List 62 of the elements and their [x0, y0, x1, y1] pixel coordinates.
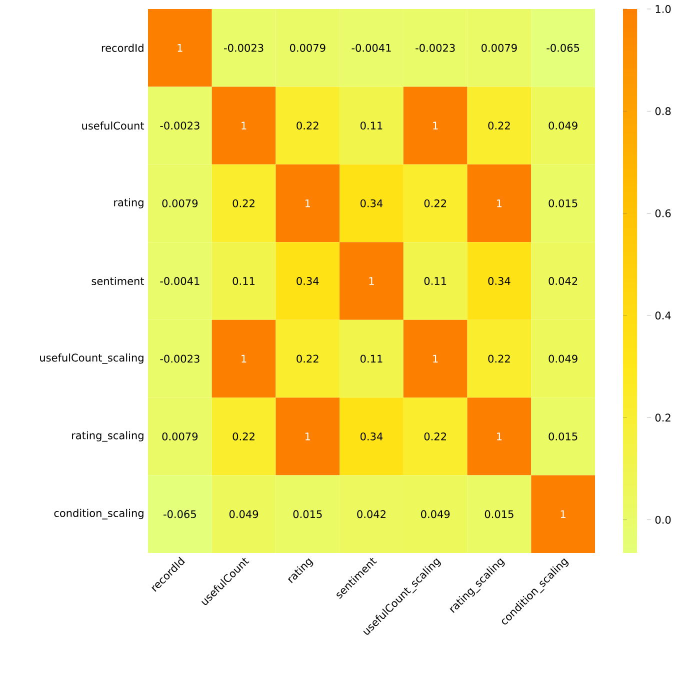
- data-label: 0.042: [357, 510, 386, 518]
- data-label: 1: [433, 354, 438, 363]
- data-label: 1: [560, 510, 566, 518]
- data-label: -0.0023: [160, 122, 200, 130]
- data-label: 0.049: [229, 510, 258, 518]
- data-label: 1: [178, 44, 182, 52]
- data-label: 0.0079: [290, 44, 326, 52]
- data-label: 0.049: [548, 122, 578, 130]
- data-label: 0.0079: [482, 44, 517, 52]
- color-bar-label: 0.2: [655, 414, 670, 422]
- data-label: -0.0041: [160, 277, 200, 285]
- data-label: 1: [305, 199, 310, 208]
- data-label: -0.065: [164, 510, 196, 518]
- data-label: 1: [242, 354, 246, 363]
- color-bar-label: 0.4: [655, 312, 671, 320]
- data-label: -0.0023: [416, 44, 455, 52]
- data-label: 0.015: [548, 432, 578, 440]
- data-label: 0.049: [548, 354, 578, 363]
- data-label: -0.0041: [352, 44, 391, 52]
- data-label: 0.015: [548, 199, 578, 208]
- data-label: 0.34: [360, 199, 383, 208]
- data-label: -0.065: [546, 44, 580, 52]
- data-label: 0.11: [424, 277, 446, 285]
- y-tick-label: usefulCount_scaling: [40, 354, 144, 364]
- data-label: 0.049: [421, 510, 450, 518]
- y-tick-label: condition_scaling: [54, 508, 144, 520]
- y-tick-label: rating: [114, 198, 144, 208]
- color-bar-label: 0.6: [655, 209, 671, 218]
- data-label: 1: [497, 199, 502, 208]
- data-label: 0.34: [296, 277, 319, 285]
- data-label: 1: [433, 122, 438, 130]
- data-label: 0.34: [488, 277, 510, 285]
- data-label: 0.015: [484, 510, 514, 518]
- data-label: 1: [242, 122, 246, 130]
- data-label: 0.22: [296, 354, 318, 363]
- data-label: 0.015: [293, 510, 322, 518]
- data-label: 0.22: [232, 199, 254, 208]
- data-label: 0.11: [360, 354, 382, 363]
- data-label: 0.22: [296, 122, 318, 130]
- data-label: 1: [305, 432, 310, 440]
- data-label: 0.0079: [162, 432, 198, 440]
- data-label: 1: [497, 432, 502, 440]
- data-label: -0.0023: [224, 44, 264, 52]
- y-tick-label: usefulCount: [82, 122, 144, 130]
- data-label: 0.042: [548, 277, 578, 285]
- data-label: 0.11: [360, 122, 382, 130]
- data-label: 0.22: [232, 432, 254, 440]
- color-bar-label: 0.0: [655, 516, 671, 524]
- data-label: 0.22: [424, 199, 446, 208]
- data-label: 0.0079: [162, 199, 198, 208]
- data-label: -0.0023: [160, 354, 200, 363]
- data-label: 0.22: [424, 432, 446, 440]
- data-label: 0.22: [488, 122, 510, 130]
- color-bar-label: 1.0: [656, 5, 671, 13]
- y-tick-label: rating_scaling: [72, 431, 144, 442]
- y-tick-label: sentiment: [92, 276, 144, 286]
- data-label: 0.11: [232, 277, 254, 285]
- data-label: 0.34: [360, 432, 383, 440]
- data-label: 0.22: [488, 354, 510, 363]
- y-tick-label: recordId: [102, 44, 144, 52]
- data-label: 1: [369, 277, 374, 285]
- color-bar-label: 0.8: [655, 107, 671, 116]
